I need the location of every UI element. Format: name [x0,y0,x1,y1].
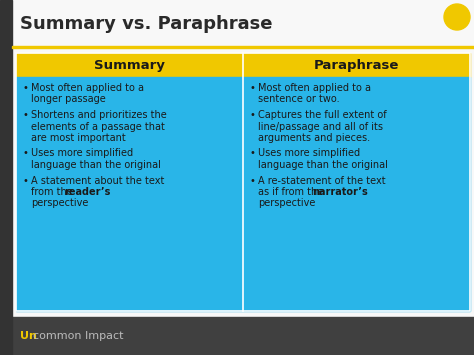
Text: •: • [23,110,29,120]
Text: Most often applied to a: Most often applied to a [258,83,371,93]
Text: are most important: are most important [31,133,126,143]
Text: A statement about the text: A statement about the text [31,175,164,186]
Bar [0,317,474,355]
Text: from the: from the [31,187,76,197]
Text: Un: Un [20,331,37,341]
Text: perspective: perspective [258,198,315,208]
Text: Paraphrase: Paraphrase [314,59,399,71]
Text: Most often applied to a: Most often applied to a [31,83,144,93]
Text: •: • [23,148,29,158]
Bar [16,77,470,311]
Text: Uses more simplified: Uses more simplified [31,148,133,158]
Text: Summary vs. Paraphrase: Summary vs. Paraphrase [20,15,273,33]
Text: perspective: perspective [31,198,88,208]
Text: common Impact: common Impact [33,331,124,341]
Text: elements of a passage that: elements of a passage that [31,121,165,131]
Bar [12,0,474,317]
Bar [12,46,474,48]
Text: language than the original: language than the original [258,160,388,170]
Text: •: • [250,148,256,158]
Text: A re-statement of the text: A re-statement of the text [258,175,386,186]
Text: •: • [250,83,256,93]
Text: longer passage: longer passage [31,94,106,104]
Text: Shortens and prioritizes the: Shortens and prioritizes the [31,110,167,120]
Text: reader’s: reader’s [64,187,110,197]
Bar [16,53,470,77]
Text: line/passage and all of its: line/passage and all of its [258,121,383,131]
Text: •: • [23,175,29,186]
Bar [0,0,12,355]
Text: Uses more simplified: Uses more simplified [258,148,360,158]
Text: sentence or two.: sentence or two. [258,94,340,104]
Text: narrator’s: narrator’s [312,187,368,197]
Text: arguments and pieces.: arguments and pieces. [258,133,370,143]
Circle shape [444,4,470,30]
Text: language than the original: language than the original [31,160,161,170]
Text: Captures the full extent of: Captures the full extent of [258,110,387,120]
Text: •: • [23,83,29,93]
Text: as if from the: as if from the [258,187,327,197]
Text: •: • [250,175,256,186]
Text: •: • [250,110,256,120]
Bar [16,53,470,311]
Text: Summary: Summary [94,59,165,71]
